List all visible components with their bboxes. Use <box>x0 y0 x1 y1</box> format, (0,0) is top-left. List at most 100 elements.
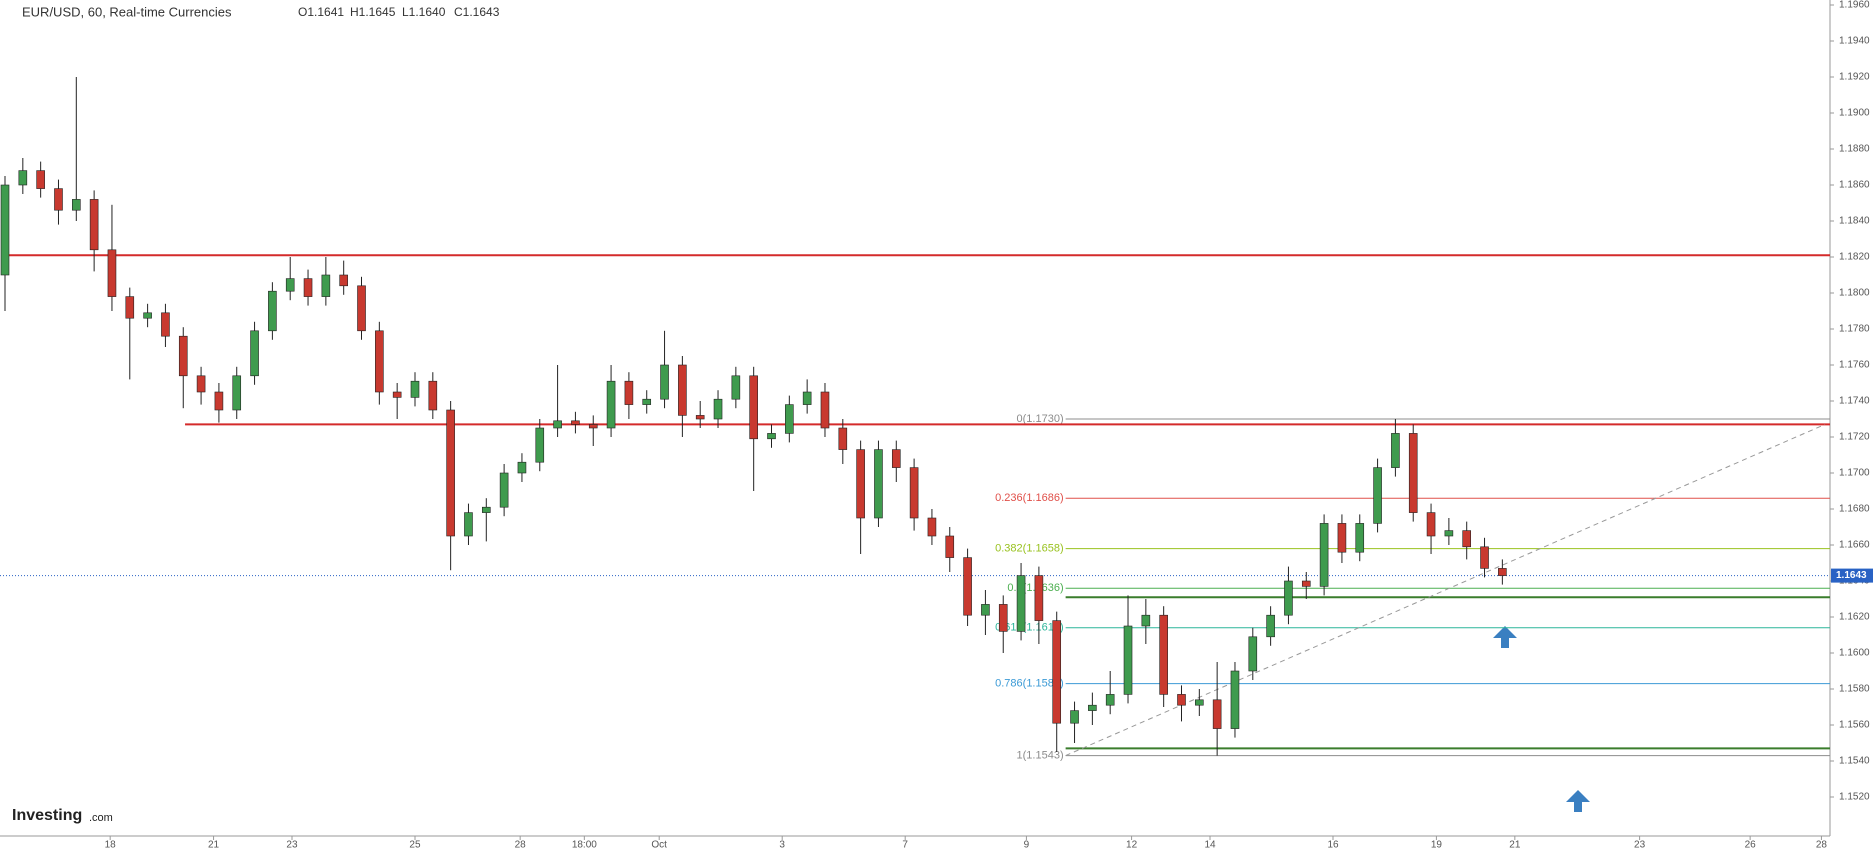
candle-body <box>1444 530 1454 537</box>
arrow-up <box>1566 790 1590 812</box>
candle-body <box>802 391 812 405</box>
candle-body <box>1391 433 1400 468</box>
candle-body <box>1195 699 1204 706</box>
ohlc-low: L1.1640 <box>402 5 446 19</box>
candle-body <box>161 312 170 337</box>
candle-body <box>695 415 705 420</box>
y-tick-label: 1.1600 <box>1839 648 1870 659</box>
candle-body <box>909 467 919 519</box>
candle-body <box>749 375 758 440</box>
candle-body <box>196 375 206 393</box>
x-tick-label: 3 <box>779 840 785 851</box>
candle-body <box>1105 694 1115 706</box>
candle-body <box>446 409 455 537</box>
y-tick-label: 1.1620 <box>1839 612 1870 623</box>
y-tick-label: 1.1940 <box>1839 36 1870 47</box>
y-tick-label: 1.1660 <box>1839 540 1870 551</box>
candle-body <box>535 427 545 463</box>
candle-body <box>874 449 883 519</box>
candle-body <box>1266 614 1275 638</box>
candle-body <box>1141 614 1151 627</box>
candle-body <box>1480 546 1489 569</box>
candle-body <box>1212 699 1222 729</box>
candle-body <box>1123 625 1133 695</box>
candle-body <box>553 420 562 429</box>
fib-label: 0.786(1.1583) <box>995 678 1064 690</box>
y-tick-label: 1.1840 <box>1839 216 1870 227</box>
x-tick-label: 26 <box>1745 840 1757 851</box>
chart-title: EUR/USD, 60, Real-time Currencies <box>22 4 232 19</box>
x-tick-label: 16 <box>1327 840 1339 851</box>
candle-body <box>945 535 955 558</box>
candle-body <box>339 274 348 287</box>
candle-body <box>1319 523 1329 587</box>
candle-body <box>1408 433 1418 513</box>
candle-body <box>1034 575 1044 621</box>
candle-body <box>321 274 331 297</box>
candle-body <box>678 364 687 416</box>
y-tick-label: 1.1580 <box>1839 684 1870 695</box>
candle-body <box>499 472 509 508</box>
y-tick-label: 1.1820 <box>1839 252 1870 263</box>
candle-body <box>1355 523 1365 553</box>
logo-main: Investing <box>12 807 82 824</box>
last-price-label: 1.1643 <box>1836 570 1867 581</box>
candle-body <box>18 170 28 186</box>
y-tick-label: 1.1680 <box>1839 504 1870 515</box>
candle-body <box>981 604 990 616</box>
ohlc-high: H1.1645 <box>350 5 396 19</box>
x-tick-label: 23 <box>286 840 298 851</box>
candle-body <box>838 427 848 450</box>
candle-body <box>232 375 242 411</box>
candle-body <box>54 188 63 211</box>
candle-body <box>410 380 420 398</box>
x-tick-label: 9 <box>1024 840 1030 851</box>
candle-body <box>392 391 402 398</box>
candle-body <box>1284 580 1293 616</box>
candle-body <box>375 330 384 393</box>
candle-body <box>1088 704 1097 711</box>
ohlc-close: C1.1643 <box>454 5 500 19</box>
candle-body <box>891 449 901 468</box>
candle-body <box>89 199 99 251</box>
candle-body <box>1337 523 1347 553</box>
candle-body <box>1248 636 1258 672</box>
candle-body <box>36 170 45 189</box>
candle-body <box>571 420 580 425</box>
x-tick-label: 21 <box>208 840 220 851</box>
candle-body <box>517 461 527 474</box>
candle-body <box>178 335 188 377</box>
candle-body <box>357 285 366 332</box>
candle-body <box>1070 710 1079 724</box>
arrow-up <box>1493 626 1517 648</box>
y-tick-label: 1.1560 <box>1839 720 1870 731</box>
candle-body <box>72 199 81 211</box>
last-price-box <box>1831 568 1873 583</box>
candle-body <box>250 330 259 377</box>
x-tick-label: 28 <box>515 840 527 851</box>
y-tick-label: 1.1760 <box>1839 360 1870 371</box>
candle-body <box>588 424 598 429</box>
candle-body <box>1177 694 1186 706</box>
candle-body <box>107 249 117 297</box>
y-tick-label: 1.1540 <box>1839 756 1870 767</box>
candle-body <box>428 380 438 411</box>
candle-body <box>642 398 652 405</box>
fib-label: 1(1.1543) <box>1017 750 1064 762</box>
y-tick-label: 1.1780 <box>1839 324 1870 335</box>
y-tick-label: 1.1920 <box>1839 72 1870 83</box>
fib-label: 0.382(1.1658) <box>995 543 1064 555</box>
candle-body <box>998 604 1008 632</box>
candle-body <box>820 391 830 429</box>
x-tick-label: 12 <box>1126 840 1138 851</box>
x-tick-label: Oct <box>651 840 667 851</box>
x-tick-label: 21 <box>1509 840 1521 851</box>
candle-body <box>785 404 794 434</box>
candle-body <box>143 312 152 319</box>
logo-suffix: .com <box>89 812 113 824</box>
candle-body <box>1462 530 1472 548</box>
candle-body <box>1052 620 1062 724</box>
x-tick-label: 18 <box>105 840 117 851</box>
